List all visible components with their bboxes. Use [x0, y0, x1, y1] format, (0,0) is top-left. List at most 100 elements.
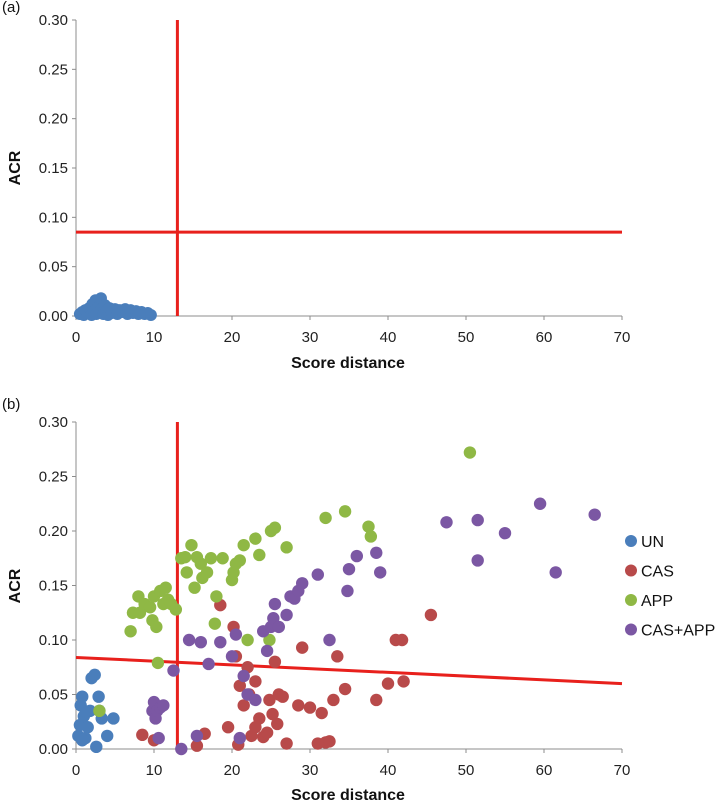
data-point-cas-app: [152, 731, 165, 745]
y-tick-label: 0.15: [39, 578, 68, 595]
panel-a-axes: 0.00 0.05 0.10 0.15 0.20 0.25 0.30 0 10 20 30 40 50 6…: [39, 12, 631, 346]
data-point-app: [249, 532, 262, 545]
x-tick-label: 50: [458, 762, 475, 779]
data-point-cas-app: [280, 608, 293, 622]
panel-b-points: [72, 446, 601, 756]
data-point-app: [185, 538, 198, 552]
data-point-cas: [303, 701, 317, 714]
data-point-cas: [263, 693, 276, 707]
data-point-cas: [296, 641, 309, 654]
data-point-cas-app: [588, 508, 601, 521]
data-point-cas: [268, 655, 282, 668]
data-point-app: [150, 620, 163, 634]
data-point-cas: [315, 706, 328, 720]
data-point-cas: [221, 721, 235, 734]
data-point-cas-app: [323, 633, 336, 647]
data-point-un: [101, 729, 114, 743]
data-point-app: [338, 505, 352, 518]
data-point-cas: [136, 728, 149, 742]
data-point-cas: [397, 675, 410, 688]
data-point-app: [233, 554, 246, 567]
data-point-cas-app: [471, 513, 484, 527]
data-point-cas: [271, 717, 284, 731]
data-point-un: [76, 734, 89, 747]
x-tick-label: 30: [302, 329, 319, 346]
panel-b: (b) 0.00 0.05 0.10 0.15 0.20 0.25 0.30 0 10 20 30 4…: [2, 396, 715, 802]
y-tick-label: 0.25: [39, 61, 68, 78]
panel-a-ylabel: ACR: [7, 150, 24, 185]
data-point-app: [208, 617, 222, 630]
data-point-series: [144, 309, 157, 322]
data-point-cas: [331, 650, 344, 663]
panel-a-label: (a): [2, 0, 20, 16]
legend-marker: [625, 564, 637, 577]
x-tick-label: 0: [72, 762, 80, 779]
data-point-cas: [249, 675, 262, 688]
y-tick-label: 0.00: [39, 308, 68, 325]
data-point-cas: [381, 677, 395, 690]
data-point-app: [151, 656, 165, 670]
legend-marker: [625, 623, 637, 636]
panel-b-cutoff-lines: [75, 422, 623, 749]
panel-b-ylabel: ACR: [7, 568, 24, 603]
data-point-cas: [370, 693, 383, 707]
data-point-cas-app: [342, 562, 356, 576]
legend-marker: [625, 535, 637, 547]
data-point-un: [88, 668, 101, 682]
panel-b-xlabel: Score distance: [291, 787, 405, 802]
data-point-cas: [424, 608, 438, 622]
x-tick-label: 10: [146, 329, 163, 346]
data-point-cas-app: [498, 526, 512, 540]
data-point-app: [180, 566, 193, 579]
data-point-cas-app: [370, 546, 383, 559]
data-point-cas-app: [190, 729, 204, 743]
data-point-cas-app: [182, 633, 196, 647]
x-tick-label: 60: [536, 762, 553, 779]
y-tick-label: 0.30: [39, 414, 68, 431]
data-point-cas-app: [214, 635, 227, 649]
x-tick-label: 60: [536, 329, 553, 346]
data-point-cas: [237, 699, 250, 712]
data-point-app: [241, 633, 254, 647]
data-point-cas: [190, 739, 204, 752]
x-tick-label: 20: [224, 762, 241, 779]
data-point-app: [268, 521, 282, 534]
data-point-un: [90, 740, 103, 754]
data-point-cas-app: [175, 742, 188, 756]
data-point-cas: [276, 690, 289, 703]
data-point-app: [362, 520, 375, 533]
data-point-app: [463, 446, 477, 459]
panel-a-points: [73, 292, 157, 322]
y-tick-label: 0.05: [39, 259, 68, 276]
data-point-cas-app: [229, 628, 243, 641]
data-point-cas: [280, 737, 293, 750]
panel-a: (a) 0.00 0.05 0.10 0.15 0.20 0.25 0.30 0 10 20 30 4…: [2, 0, 630, 372]
legend-marker: [625, 594, 637, 606]
panel-b-label: (b): [2, 396, 20, 413]
y-tick-label: 0.25: [39, 469, 68, 486]
legend-label: UN: [641, 534, 664, 551]
data-point-cas-app: [225, 650, 239, 663]
data-point-cas: [323, 735, 336, 748]
data-point-cas-app: [311, 568, 324, 581]
data-point-app: [210, 590, 223, 603]
data-point-cas-app: [296, 577, 309, 590]
data-point-app: [237, 538, 250, 552]
data-point-cas-app: [471, 554, 484, 567]
data-point-app: [319, 511, 332, 525]
y-tick-label: 0.05: [39, 687, 68, 704]
cutoff-line-sloped: [75, 655, 623, 686]
data-point-un: [92, 690, 105, 703]
legend-label: CAS+APP: [641, 623, 715, 640]
data-point-cas-app: [194, 635, 207, 649]
panel-a-xlabel: Score distance: [291, 355, 405, 372]
data-point-un: [76, 690, 89, 703]
data-point-cas-app: [374, 566, 387, 579]
data-point-app: [159, 581, 172, 594]
data-point-app: [263, 633, 276, 647]
data-point-cas: [292, 699, 305, 712]
y-tick-label: 0.10: [39, 632, 68, 649]
data-point-cas: [266, 707, 279, 721]
y-tick-label: 0.15: [39, 160, 68, 177]
